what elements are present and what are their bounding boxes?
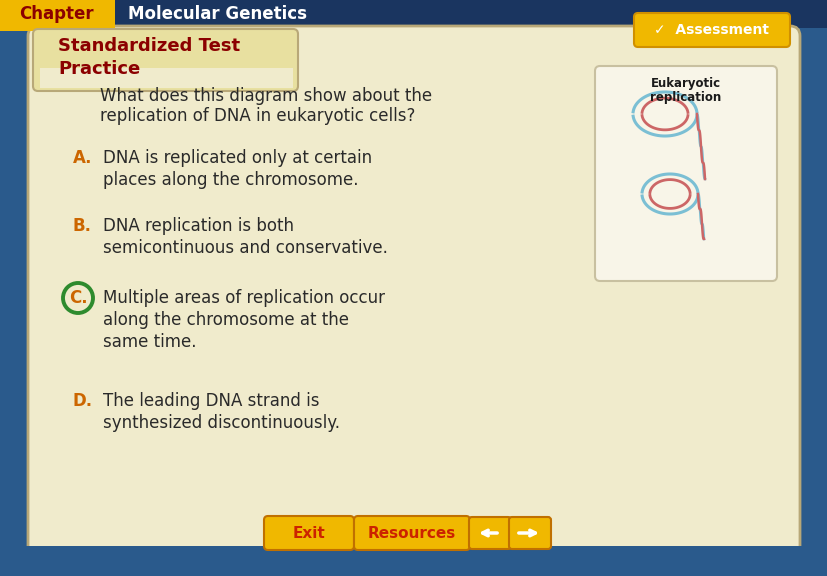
Text: ✓  Assessment: ✓ Assessment bbox=[653, 23, 768, 37]
Text: replication of DNA in eukaryotic cells?: replication of DNA in eukaryotic cells? bbox=[100, 107, 415, 125]
Text: What does this diagram show about the: What does this diagram show about the bbox=[100, 87, 432, 105]
Text: places along the chromosome.: places along the chromosome. bbox=[103, 171, 358, 189]
FancyBboxPatch shape bbox=[33, 29, 298, 91]
FancyBboxPatch shape bbox=[633, 13, 789, 47]
FancyBboxPatch shape bbox=[509, 517, 550, 549]
Text: same time.: same time. bbox=[103, 333, 196, 351]
Text: along the chromosome at the: along the chromosome at the bbox=[103, 311, 348, 329]
Text: DNA replication is both: DNA replication is both bbox=[103, 217, 294, 235]
Text: A.: A. bbox=[73, 149, 93, 167]
FancyBboxPatch shape bbox=[264, 516, 354, 550]
FancyBboxPatch shape bbox=[28, 26, 799, 564]
FancyBboxPatch shape bbox=[354, 516, 470, 550]
Text: Practice: Practice bbox=[58, 60, 140, 78]
FancyBboxPatch shape bbox=[468, 517, 510, 549]
Text: Chapter: Chapter bbox=[19, 5, 93, 23]
Text: The leading DNA strand is: The leading DNA strand is bbox=[103, 392, 319, 410]
Text: Standardized Test: Standardized Test bbox=[58, 37, 240, 55]
Text: C.: C. bbox=[69, 289, 87, 307]
Text: replication: replication bbox=[649, 90, 721, 104]
Text: B.: B. bbox=[73, 217, 92, 235]
FancyBboxPatch shape bbox=[40, 68, 293, 88]
FancyBboxPatch shape bbox=[0, 0, 115, 31]
Text: Exit: Exit bbox=[292, 525, 325, 540]
FancyBboxPatch shape bbox=[0, 0, 827, 28]
Text: D.: D. bbox=[73, 392, 93, 410]
Text: Resources: Resources bbox=[367, 525, 456, 540]
Text: Eukaryotic: Eukaryotic bbox=[650, 77, 720, 89]
Text: semicontinuous and conservative.: semicontinuous and conservative. bbox=[103, 239, 387, 257]
Text: Molecular Genetics: Molecular Genetics bbox=[128, 5, 307, 23]
Text: Multiple areas of replication occur: Multiple areas of replication occur bbox=[103, 289, 385, 307]
Text: DNA is replicated only at certain: DNA is replicated only at certain bbox=[103, 149, 371, 167]
FancyBboxPatch shape bbox=[595, 66, 776, 281]
FancyBboxPatch shape bbox=[0, 546, 827, 576]
Text: synthesized discontinuously.: synthesized discontinuously. bbox=[103, 414, 340, 432]
